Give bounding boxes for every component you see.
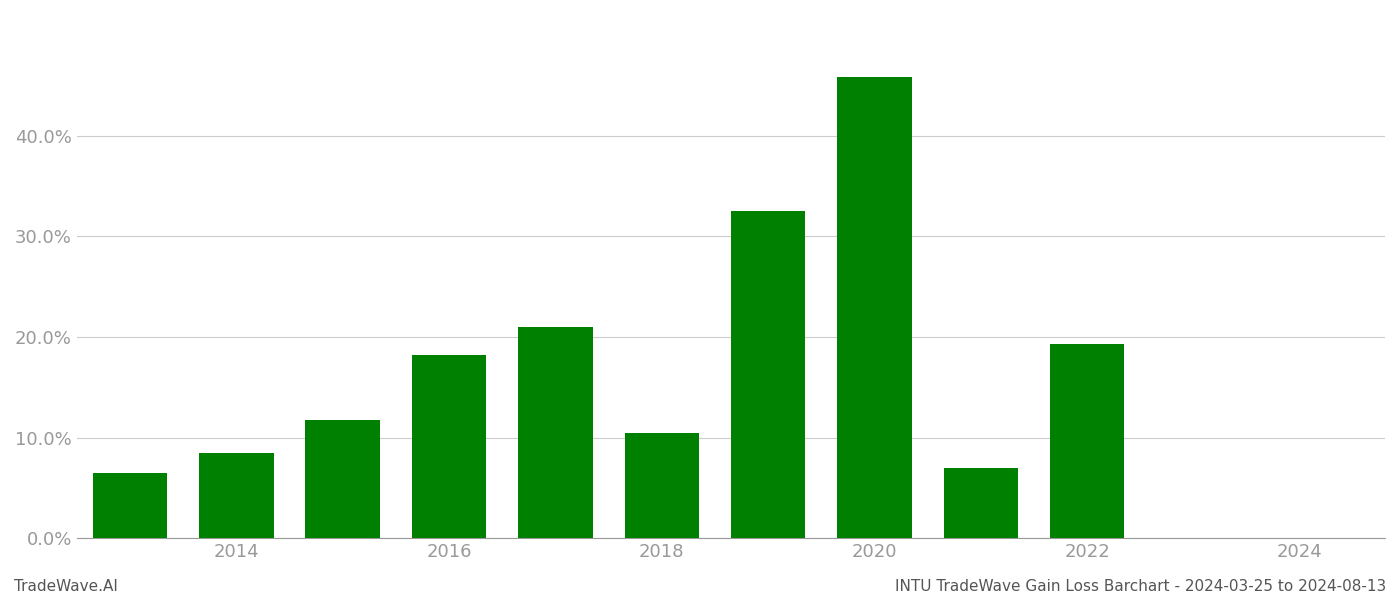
Bar <box>624 433 699 538</box>
Bar <box>1050 344 1124 538</box>
Bar <box>92 473 167 538</box>
Bar <box>731 211 805 538</box>
Bar <box>412 355 486 538</box>
Text: INTU TradeWave Gain Loss Barchart - 2024-03-25 to 2024-08-13: INTU TradeWave Gain Loss Barchart - 2024… <box>895 579 1386 594</box>
Bar <box>305 421 379 538</box>
Bar <box>518 327 592 538</box>
Text: TradeWave.AI: TradeWave.AI <box>14 579 118 594</box>
Bar <box>199 452 273 538</box>
Bar <box>944 468 1018 538</box>
Bar <box>837 77 911 538</box>
